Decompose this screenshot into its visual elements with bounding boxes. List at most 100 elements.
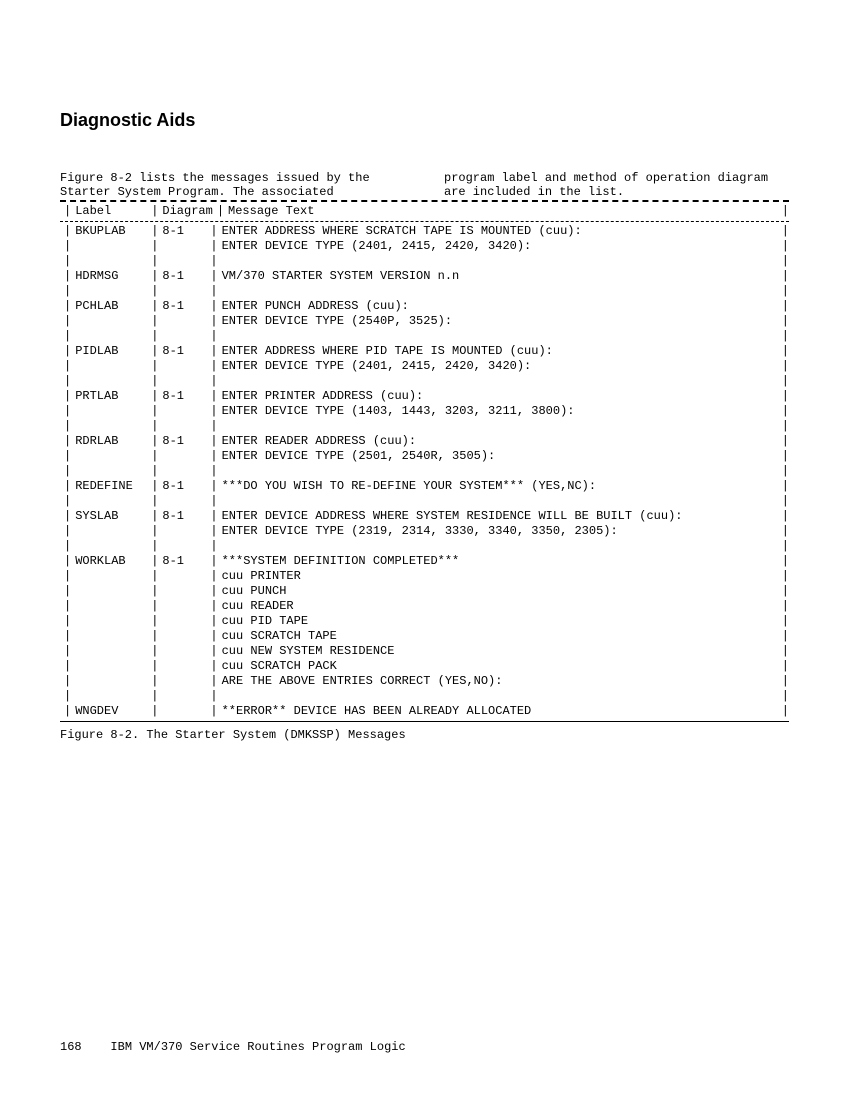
table-row: |||ENTER DEVICE TYPE (2401, 2415, 2420, …: [60, 239, 789, 254]
bar-icon: |: [60, 674, 75, 689]
cell-diagram: [162, 644, 206, 659]
section-title: Diagnostic Aids: [60, 110, 789, 131]
bar-icon: |: [778, 284, 789, 299]
table-row: |HDRMSG|8-1|VM/370 STARTER SYSTEM VERSIO…: [60, 269, 789, 284]
cell-text: **ERROR** DEVICE HAS BEEN ALREADY ALLOCA…: [222, 704, 778, 719]
bar-icon: |: [147, 314, 162, 329]
table-row: |BKUPLAB|8-1|ENTER ADDRESS WHERE SCRATCH…: [60, 224, 789, 239]
cell-text: ENTER ADDRESS WHERE SCRATCH TAPE IS MOUN…: [222, 224, 778, 239]
cell-diagram: [162, 584, 206, 599]
bar-icon: |: [147, 674, 162, 689]
bar-icon: |: [778, 254, 789, 269]
bar-icon: |: [147, 599, 162, 614]
bar-icon: |: [60, 374, 75, 389]
cell-label: [75, 584, 147, 599]
bar-icon: |: [60, 464, 75, 479]
bar-icon: |: [213, 204, 228, 219]
table-row: |||cuu PID TAPE|: [60, 614, 789, 629]
bar-icon: |: [147, 464, 162, 479]
bar-icon: |: [147, 269, 162, 284]
table-spacer-row: | | | |: [60, 464, 789, 479]
bar-icon: |: [206, 329, 221, 344]
cell-diagram: 8-1: [162, 509, 206, 524]
bar-icon: |: [778, 539, 789, 554]
bar-icon: |: [60, 254, 75, 269]
bar-icon: |: [778, 299, 789, 314]
cell-label: HDRMSG: [75, 269, 147, 284]
bar-icon: |: [60, 204, 75, 219]
cell-diagram: 8-1: [162, 389, 206, 404]
bar-icon: |: [778, 464, 789, 479]
bar-icon: |: [206, 539, 221, 554]
bar-icon: |: [147, 494, 162, 509]
cell-text: ***DO YOU WISH TO RE-DEFINE YOUR SYSTEM*…: [222, 479, 778, 494]
bar-icon: |: [60, 359, 75, 374]
bar-icon: |: [60, 584, 75, 599]
cell-diagram: [162, 404, 206, 419]
bar-icon: |: [778, 599, 789, 614]
bar-icon: |: [778, 554, 789, 569]
bar-icon: |: [147, 434, 162, 449]
bar-icon: |: [147, 689, 162, 704]
table-row: |RDRLAB|8-1|ENTER READER ADDRESS (cuu):|: [60, 434, 789, 449]
header-diagram: Diagram: [162, 204, 212, 219]
bar-icon: |: [60, 524, 75, 539]
cell-label: [75, 629, 147, 644]
cell-label: [75, 569, 147, 584]
table-row: |||cuu PUNCH|: [60, 584, 789, 599]
bar-icon: |: [206, 419, 221, 434]
bar-icon: |: [147, 554, 162, 569]
bar-icon: |: [60, 419, 75, 434]
bar-icon: |: [147, 404, 162, 419]
bar-icon: |: [60, 314, 75, 329]
bar-icon: |: [206, 464, 221, 479]
bar-icon: |: [778, 374, 789, 389]
bar-icon: |: [60, 689, 75, 704]
bar-icon: |: [147, 389, 162, 404]
table-row: |||cuu SCRATCH PACK|: [60, 659, 789, 674]
cell-label: PRTLAB: [75, 389, 147, 404]
cell-label: PIDLAB: [75, 344, 147, 359]
bar-icon: |: [206, 614, 221, 629]
bar-icon: |: [206, 284, 221, 299]
bar-icon: |: [147, 539, 162, 554]
bar-icon: |: [206, 344, 221, 359]
header-separator: [60, 221, 789, 222]
bar-icon: |: [778, 449, 789, 464]
cell-diagram: [162, 314, 206, 329]
table-row: |||cuu SCRATCH TAPE|: [60, 629, 789, 644]
bar-icon: |: [60, 629, 75, 644]
table-row: |REDEFINE|8-1|***DO YOU WISH TO RE-DEFIN…: [60, 479, 789, 494]
bar-icon: |: [147, 419, 162, 434]
bar-icon: |: [778, 569, 789, 584]
bar-icon: |: [206, 584, 221, 599]
bar-icon: |: [778, 404, 789, 419]
cell-text: ENTER READER ADDRESS (cuu):: [222, 434, 778, 449]
cell-diagram: 8-1: [162, 344, 206, 359]
bar-icon: |: [60, 404, 75, 419]
bar-icon: |: [147, 509, 162, 524]
bar-icon: |: [147, 644, 162, 659]
cell-label: [75, 314, 147, 329]
cell-label: WNGDEV: [75, 704, 147, 719]
table-row: |WNGDEV||**ERROR** DEVICE HAS BEEN ALREA…: [60, 704, 789, 719]
cell-diagram: [162, 704, 206, 719]
cell-label: WORKLAB: [75, 554, 147, 569]
bar-icon: |: [778, 329, 789, 344]
cell-label: BKUPLAB: [75, 224, 147, 239]
header-text: Message Text: [228, 204, 778, 219]
bar-icon: |: [147, 224, 162, 239]
cell-diagram: 8-1: [162, 224, 206, 239]
bar-icon: |: [60, 269, 75, 284]
cell-diagram: [162, 674, 206, 689]
bar-icon: |: [147, 344, 162, 359]
cell-label: [75, 359, 147, 374]
cell-label: [75, 599, 147, 614]
bar-icon: |: [60, 329, 75, 344]
cell-text: cuu PID TAPE: [222, 614, 778, 629]
bar-icon: |: [206, 659, 221, 674]
bar-icon: |: [147, 704, 162, 719]
bar-icon: |: [206, 704, 221, 719]
bar-icon: |: [147, 479, 162, 494]
cell-label: [75, 674, 147, 689]
